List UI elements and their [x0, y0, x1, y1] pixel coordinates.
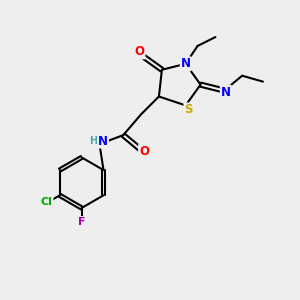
Text: N: N [98, 135, 108, 148]
Text: S: S [184, 103, 193, 116]
Text: O: O [139, 145, 149, 158]
Text: O: O [135, 45, 145, 58]
Text: Cl: Cl [41, 197, 52, 207]
Text: F: F [78, 217, 85, 227]
Text: N: N [221, 85, 231, 98]
Text: H: H [89, 136, 97, 146]
Text: N: N [181, 57, 191, 70]
